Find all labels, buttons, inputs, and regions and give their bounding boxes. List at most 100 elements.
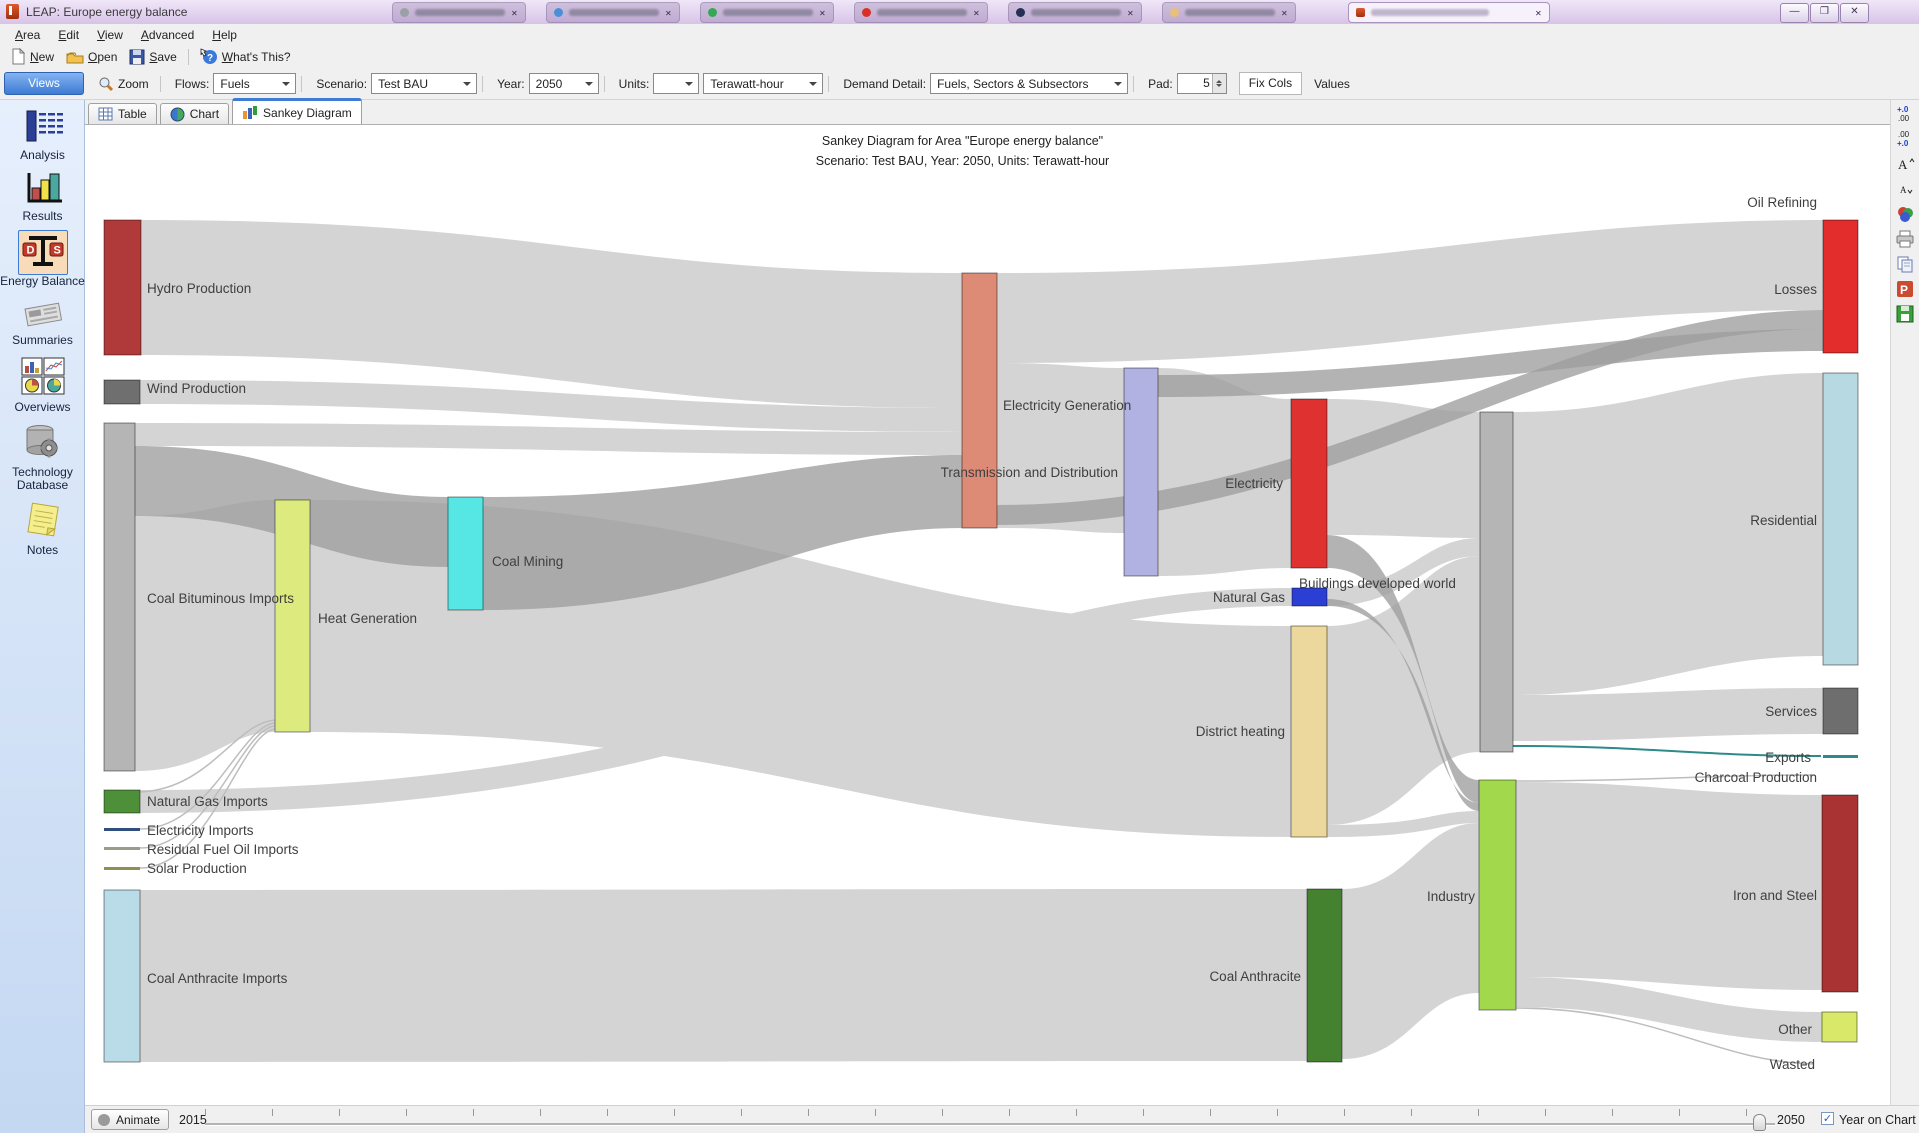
- demand-detail-select[interactable]: Fuels, Sectors & Subsectors: [930, 73, 1129, 94]
- values-button[interactable]: Values: [1314, 76, 1350, 91]
- menu-area[interactable]: Area: [15, 27, 41, 42]
- menu-view[interactable]: View: [97, 27, 123, 42]
- flow-elecgen-losses-dark: [997, 310, 1823, 525]
- node-wind-production[interactable]: [103, 379, 141, 405]
- node-natural-gas[interactable]: [1291, 587, 1328, 607]
- year-slider-track[interactable]: [205, 1123, 1775, 1125]
- restore-button[interactable]: ❐: [1810, 3, 1839, 23]
- decrease-decimals-icon[interactable]: .00 +.0: [1894, 128, 1916, 150]
- tab-close-icon[interactable]: [665, 5, 675, 19]
- technology-database-icon: [26, 425, 58, 458]
- views-header[interactable]: Views: [4, 72, 84, 95]
- scenario-label: Scenario:: [316, 76, 368, 91]
- node-exports[interactable]: [1823, 755, 1858, 758]
- titlebar-tab[interactable]: [1008, 2, 1142, 23]
- tab-close-icon[interactable]: [1127, 5, 1137, 19]
- year-select[interactable]: 2050: [528, 73, 599, 94]
- sidebar-item-notes[interactable]: Notes: [0, 492, 85, 557]
- node-district-heating[interactable]: [1290, 625, 1328, 838]
- powerpoint-export-icon[interactable]: P: [1894, 278, 1916, 300]
- flows-select[interactable]: Fuels: [213, 73, 297, 94]
- node-iron-and-steel[interactable]: [1821, 794, 1859, 993]
- menu-help[interactable]: Help: [212, 27, 237, 42]
- fix-cols-button[interactable]: Fix Cols: [1238, 72, 1303, 95]
- node-losses[interactable]: [1822, 219, 1859, 354]
- units-select[interactable]: Terawatt-hour: [703, 73, 824, 94]
- open-button[interactable]: Open: [60, 48, 123, 66]
- sidebar-item-summaries[interactable]: Summaries: [0, 288, 85, 347]
- node-heat-generation[interactable]: [274, 499, 311, 733]
- new-button[interactable]: New: [4, 47, 60, 66]
- flow-transmission-electricity: [1158, 368, 1291, 576]
- print-icon[interactable]: [1894, 228, 1916, 250]
- units-numerator-select[interactable]: [653, 73, 700, 94]
- node-other[interactable]: [1821, 1011, 1858, 1043]
- titlebar-tab[interactable]: [854, 2, 988, 23]
- animate-button[interactable]: Animate: [91, 1109, 169, 1130]
- titlebar-tab[interactable]: [392, 2, 526, 23]
- node-transmission-and-distribution[interactable]: [1123, 367, 1159, 577]
- label-coal-mining: Coal Mining: [492, 554, 563, 569]
- minimize-button[interactable]: —: [1780, 3, 1809, 23]
- node-coal-anthracite[interactable]: [1306, 888, 1343, 1063]
- node-coal-bituminous-imports[interactable]: [103, 422, 136, 772]
- node-coal-anthracite-imports[interactable]: [103, 889, 141, 1063]
- tab-table[interactable]: Table: [88, 103, 157, 124]
- copy-icon[interactable]: [1894, 253, 1916, 275]
- spinner-arrows-icon[interactable]: [1211, 74, 1226, 93]
- whats-this-button[interactable]: ? What's This?: [194, 47, 297, 66]
- tab-close-icon[interactable]: [819, 5, 829, 19]
- decrease-font-icon[interactable]: A: [1894, 178, 1916, 200]
- node-residential[interactable]: [1822, 372, 1859, 666]
- titlebar-tab[interactable]: [546, 2, 680, 23]
- increase-font-icon[interactable]: A: [1894, 153, 1916, 175]
- chart-colors-icon[interactable]: [1894, 203, 1916, 225]
- tab-chart[interactable]: Chart: [159, 103, 230, 124]
- filter-bar: Views Zoom Flows: Fuels Scenario: Test B…: [0, 68, 1919, 100]
- node-industry[interactable]: [1478, 779, 1517, 1011]
- svg-text:S: S: [53, 245, 60, 257]
- close-button[interactable]: ✕: [1840, 3, 1869, 23]
- tab-close-icon[interactable]: [511, 5, 521, 19]
- titlebar-tab-active[interactable]: [1348, 2, 1550, 23]
- flow-buildings-services: [1513, 688, 1823, 741]
- node-electricity[interactable]: [1290, 398, 1328, 569]
- sankey-diagram: Hydro Production Wind Production Coal Bi…: [103, 195, 1859, 1072]
- menu-advanced[interactable]: Advanced: [140, 27, 195, 42]
- year-slider-thumb[interactable]: [1753, 1114, 1766, 1131]
- tab-close-icon[interactable]: [1281, 5, 1291, 19]
- scenario-select[interactable]: Test BAU: [371, 73, 478, 94]
- node-solar-production[interactable]: [104, 867, 140, 870]
- node-buildings-developed-world[interactable]: [1479, 411, 1514, 753]
- animation-bar: Animate 2015 2050 ✓ Year on Chart: [85, 1105, 1919, 1133]
- app-icon: [6, 4, 19, 19]
- titlebar-tab[interactable]: [700, 2, 834, 23]
- sidebar-item-analysis[interactable]: Analysis: [0, 100, 85, 162]
- tab-sankey-diagram[interactable]: Sankey Diagram: [232, 98, 362, 124]
- tab-close-icon[interactable]: [973, 5, 983, 19]
- increase-decimals-icon[interactable]: +.0.00: [1894, 103, 1916, 125]
- node-hydro-production[interactable]: [103, 219, 142, 356]
- sidebar-item-overviews[interactable]: Overviews: [0, 347, 85, 414]
- save-image-icon[interactable]: [1894, 303, 1916, 325]
- analysis-icon: [26, 110, 63, 142]
- label-industry: Industry: [1427, 889, 1475, 904]
- flow-wind-elecgen: [140, 380, 962, 432]
- node-services[interactable]: [1822, 687, 1859, 735]
- sidebar-item-technology-database[interactable]: Technology Database: [0, 414, 85, 492]
- year-on-chart-checkbox[interactable]: ✓: [1821, 1112, 1834, 1125]
- sidebar-item-results[interactable]: Results: [0, 162, 85, 223]
- menu-edit[interactable]: Edit: [58, 27, 80, 42]
- titlebar-tab[interactable]: [1162, 2, 1296, 23]
- tab-close-icon[interactable]: [1535, 5, 1545, 19]
- node-electricity-generation[interactable]: [961, 272, 998, 529]
- node-electricity-imports[interactable]: [104, 828, 140, 831]
- node-residual-fuel-oil-imports[interactable]: [104, 847, 140, 850]
- save-button[interactable]: Save: [123, 48, 182, 66]
- node-coal-mining[interactable]: [447, 496, 484, 611]
- flow-electricity-buildings: [1327, 399, 1480, 538]
- pad-stepper[interactable]: 5: [1176, 73, 1227, 94]
- zoom-button[interactable]: Zoom: [92, 75, 155, 93]
- node-natural-gas-imports[interactable]: [103, 789, 141, 814]
